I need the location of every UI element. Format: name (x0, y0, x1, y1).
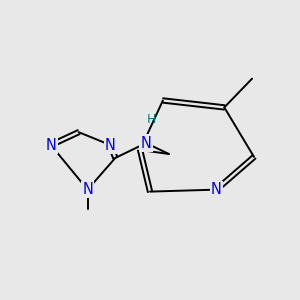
Text: H: H (146, 113, 156, 126)
Text: N: N (105, 137, 116, 152)
Text: N: N (82, 182, 93, 197)
Text: N: N (211, 182, 222, 197)
Text: N: N (46, 137, 56, 152)
Text: N: N (141, 136, 152, 151)
